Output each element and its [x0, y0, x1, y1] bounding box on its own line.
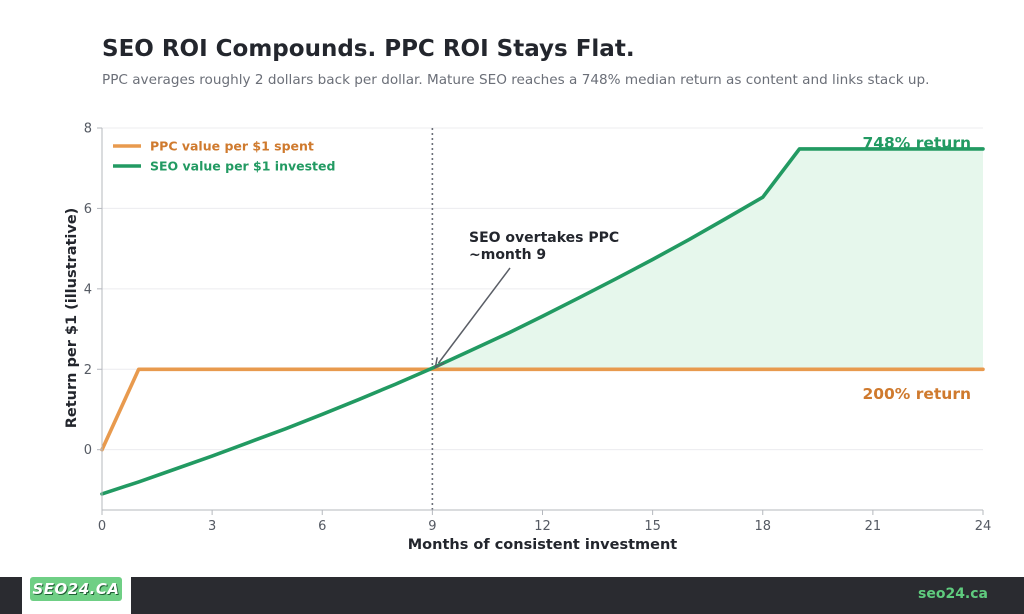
- x-tick-label: 18: [754, 519, 771, 534]
- series-lines: [100, 147, 985, 496]
- x-axis-label: Months of consistent investment: [408, 537, 678, 553]
- y-tick-label: 0: [84, 443, 92, 458]
- crossover-annotation-line2: ~month 9: [469, 247, 546, 263]
- legend: PPC value per $1 spent SEO value per $1 i…: [113, 139, 335, 174]
- seo-advantage-area: [432, 148, 983, 370]
- y-axis-label: Return per $1 (illustrative): [64, 208, 80, 429]
- footer-bar: [0, 577, 1024, 614]
- x-tick-label: 9: [428, 519, 436, 534]
- x-tick-label: 0: [98, 519, 106, 534]
- crossover-annotation-line1: SEO overtakes PPC: [469, 230, 619, 246]
- legend-seo-label: SEO value per $1 invested: [150, 159, 335, 174]
- y-tick-label: 6: [84, 202, 92, 217]
- x-tick-label: 21: [865, 519, 882, 534]
- x-tick-label: 12: [534, 519, 551, 534]
- brand-logo[interactable]: SEO24.CA: [22, 570, 131, 614]
- x-tick-label: 24: [975, 519, 992, 534]
- seo-end-label: 748% return: [862, 134, 971, 152]
- footer-url-link[interactable]: seo24.ca: [918, 586, 988, 602]
- seo-line: [100, 147, 985, 496]
- chart-title: SEO ROI Compounds. PPC ROI Stays Flat.: [102, 36, 635, 62]
- seo-advantage-fill: [432, 148, 983, 370]
- y-tick-label: 2: [84, 363, 92, 378]
- x-tick-label: 6: [318, 519, 326, 534]
- x-tick-label: 3: [208, 519, 216, 534]
- logo-badge: SEO24.CA: [30, 577, 122, 601]
- ppc-line: [100, 367, 985, 452]
- crossover-arrowhead: [434, 357, 445, 369]
- ppc-end-label: 200% return: [862, 385, 971, 403]
- chart-subtitle: PPC averages roughly 2 dollars back per …: [102, 72, 930, 88]
- y-tick-label: 8: [84, 122, 92, 137]
- y-tick-label: 4: [84, 282, 92, 297]
- logo-text: SEO24.CA: [32, 580, 120, 598]
- legend-ppc-label: PPC value per $1 spent: [150, 139, 314, 154]
- crossover-arrow: [437, 267, 511, 364]
- annotations: SEO overtakes PPC~month 9 748% return 200%…: [434, 134, 971, 403]
- x-tick-label: 15: [644, 519, 661, 534]
